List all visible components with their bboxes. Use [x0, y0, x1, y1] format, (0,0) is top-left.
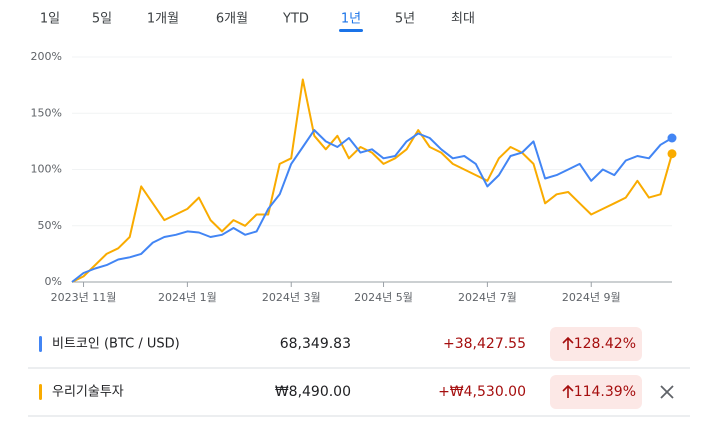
change: +38,427.55	[443, 336, 526, 352]
series-marker	[39, 336, 42, 352]
range-tab[interactable]: 5년	[395, 12, 415, 27]
range-tab[interactable]: 5일	[92, 12, 112, 27]
x-tick-label: 2024년 1월	[158, 291, 217, 304]
x-tick-label: 2024년 7월	[458, 291, 517, 304]
range-tab[interactable]: 1년	[341, 12, 361, 27]
price: 68,349.83	[280, 336, 351, 352]
x-tick-label: 2024년 5월	[354, 291, 413, 304]
series-name: 우리기술투자	[52, 385, 124, 400]
x-tick-label: 2024년 3월	[262, 291, 321, 304]
y-tick-label: 0%	[45, 275, 62, 288]
series-name: 비트코인 (BTC / USD)	[52, 337, 180, 352]
series-line	[71, 129, 673, 283]
end-point	[667, 149, 677, 159]
change-percent: 128.42%	[574, 336, 636, 352]
change-percent: 114.39%	[574, 384, 636, 400]
up-arrow	[562, 384, 574, 398]
y-tick-label: 150%	[31, 106, 62, 119]
range-tab[interactable]: 1일	[40, 12, 60, 27]
up-arrow	[562, 336, 574, 350]
range-tab[interactable]: 6개월	[216, 12, 248, 27]
series-marker	[39, 384, 42, 400]
change: +₩4,530.00	[438, 384, 526, 400]
active-tab-indicator	[339, 29, 363, 32]
y-tick-label: 100%	[31, 163, 62, 176]
x-tick-label: 2023년 11월	[51, 291, 117, 304]
range-tab[interactable]: 1개월	[147, 12, 179, 27]
range-tab[interactable]: 최대	[451, 12, 475, 27]
change-pill	[550, 327, 642, 361]
price: ₩8,490.00	[275, 384, 351, 400]
series-line	[71, 78, 673, 283]
change-pill	[550, 375, 642, 409]
y-tick-label: 50%	[38, 219, 62, 232]
range-tab[interactable]: YTD	[282, 12, 309, 27]
y-tick-label: 200%	[31, 50, 62, 63]
end-point	[667, 133, 677, 143]
x-tick-label: 2024년 9월	[562, 291, 621, 304]
remove-button[interactable]	[660, 385, 674, 399]
